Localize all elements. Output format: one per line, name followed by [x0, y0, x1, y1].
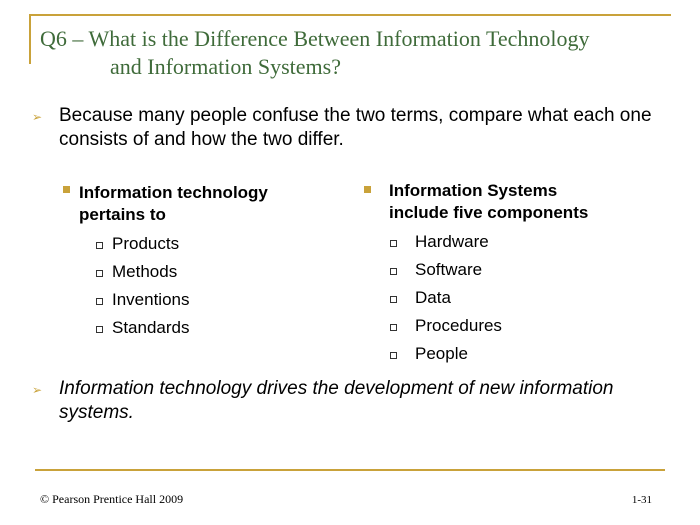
- right-heading-line1: Information Systems: [389, 181, 558, 200]
- list-item: Products: [96, 230, 190, 258]
- footer-divider: [35, 469, 665, 471]
- square-bullet-icon: [364, 186, 371, 193]
- list-item: Procedures: [390, 312, 502, 340]
- title-rule-horizontal: [29, 14, 671, 16]
- left-column-heading: Information technology pertains to: [79, 182, 268, 226]
- list-item-label: Procedures: [415, 316, 502, 335]
- list-item-label: People: [415, 344, 468, 363]
- box-bullet-icon: [390, 296, 397, 303]
- right-column-heading: Information Systems include five compone…: [389, 180, 588, 224]
- box-bullet-icon: [390, 324, 397, 331]
- list-item-label: Methods: [112, 262, 178, 281]
- right-item-list: Hardware Software Data Procedures People: [390, 228, 502, 368]
- list-item-label: Standards: [112, 318, 190, 337]
- left-item-list: Products Methods Inventions Standards: [96, 230, 190, 342]
- box-bullet-icon: [390, 240, 397, 247]
- intro-text: Because many people confuse the two term…: [59, 105, 652, 150]
- arrow-bullet-icon: ➢: [32, 110, 43, 124]
- slide-title-line2: and Information Systems?: [110, 54, 341, 79]
- box-bullet-icon: [96, 242, 103, 249]
- list-item-label: Hardware: [415, 232, 489, 251]
- slide-title-line1: Q6 – What is the Difference Between Info…: [40, 26, 590, 51]
- list-item: Inventions: [96, 286, 190, 314]
- left-heading-line2: pertains to: [79, 205, 166, 224]
- footer-copyright: © Pearson Prentice Hall 2009: [40, 492, 184, 506]
- left-heading-line1: Information technology: [79, 183, 268, 202]
- list-item: People: [390, 340, 502, 368]
- box-bullet-icon: [96, 298, 103, 305]
- square-bullet-icon: [63, 186, 70, 193]
- list-item: Hardware: [390, 228, 502, 256]
- box-bullet-icon: [96, 270, 103, 277]
- box-bullet-icon: [390, 268, 397, 275]
- arrow-bullet-icon: ➢: [32, 383, 43, 397]
- title-rule-vertical: [29, 14, 31, 64]
- page-number: 1-31: [631, 494, 652, 506]
- list-item: Standards: [96, 314, 190, 342]
- list-item-label: Data: [415, 288, 451, 307]
- closing-text: Information technology drives the develo…: [59, 378, 614, 423]
- list-item-label: Products: [112, 234, 180, 253]
- list-item: Software: [390, 256, 502, 284]
- list-item: Data: [390, 284, 502, 312]
- list-item-label: Inventions: [112, 290, 190, 309]
- list-item: Methods: [96, 258, 190, 286]
- slide-title: Q6 – What is the Difference Between Info…: [40, 25, 660, 81]
- list-item-label: Software: [415, 260, 483, 279]
- right-heading-line2: include five components: [389, 203, 589, 222]
- box-bullet-icon: [390, 352, 397, 359]
- box-bullet-icon: [96, 326, 103, 333]
